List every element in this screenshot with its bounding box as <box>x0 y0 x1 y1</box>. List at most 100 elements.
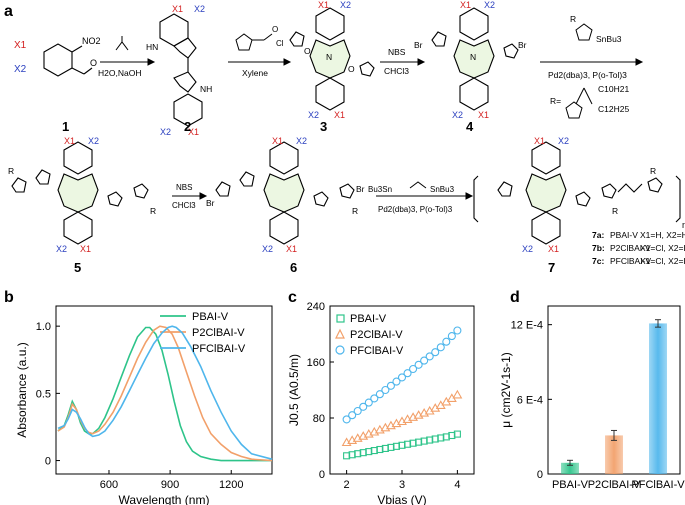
compound-1-structure <box>43 43 93 77</box>
x1-label-c5-top: X1 <box>64 136 75 146</box>
arrow-step-4 <box>540 23 644 119</box>
x1-label-c7-bottom: X1 <box>548 244 559 254</box>
c4-br-right: Br <box>518 40 527 50</box>
chain-c10: C10H21 <box>598 84 629 94</box>
legend-label-pbai-v: PBAI-V <box>192 311 229 323</box>
data-point-pfclbai-v <box>397 373 407 382</box>
r-definition: R= <box>550 96 561 106</box>
panel-label-d: d <box>510 289 520 306</box>
acyl-o: O <box>272 25 278 34</box>
c6-br-left: Br <box>206 198 215 208</box>
legend-7c-id: 7c: <box>592 256 604 266</box>
step1-conditions: H2O,NaOH <box>98 68 141 78</box>
y-tick-label: 6 E-4 <box>517 394 543 406</box>
c4-n-label: N <box>470 52 476 62</box>
x2-label-c4-top: X2 <box>484 0 495 10</box>
c2-hn-label: NH <box>200 84 212 94</box>
x-tick-label: 3 <box>399 479 405 491</box>
arrow-step-6 <box>376 181 474 200</box>
data-point-pfclbai-v <box>375 390 384 399</box>
x2-label-c6-bottom: X2 <box>262 244 273 254</box>
compound-2-structure <box>159 13 203 127</box>
x-tick-label: 900 <box>161 479 179 491</box>
c3-o-right: O <box>348 64 355 74</box>
y-tick-label: 80 <box>313 413 325 425</box>
x-tick-label: 1200 <box>219 479 243 491</box>
aldehyde-o: O <box>90 58 97 68</box>
r-label-reagent: R <box>570 14 576 24</box>
data-point-pfclbai-v <box>386 381 395 390</box>
data-point-p2clbai-v <box>452 389 463 399</box>
x1-label-c1: X1 <box>14 40 27 51</box>
compound-number-5: 5 <box>74 260 81 275</box>
step5-solvent: CHCl3 <box>172 201 196 210</box>
legend-7a-subs: X1=H, X2=H <box>640 230 685 240</box>
x-tick-label: 600 <box>100 479 118 491</box>
chain-c12: C12H25 <box>598 104 629 114</box>
plot-frame <box>55 305 273 475</box>
c5-r-right: R <box>150 206 156 216</box>
data-point-pfclbai-v <box>364 398 373 407</box>
data-point-pfclbai-v <box>381 385 390 395</box>
c7-r-1: R <box>612 206 618 216</box>
bar-pfclbai-v <box>649 323 667 474</box>
arrow-step-3 <box>380 58 426 66</box>
y-tick-label: 0 <box>319 469 325 481</box>
x1-label-c2-bottom: X1 <box>188 127 199 137</box>
x-tick-label: PFClBAI-V <box>631 479 685 491</box>
x1-label-c3-top: X1 <box>318 0 329 10</box>
legend-label-pfclbai-v: PFClBAI-V <box>350 345 404 357</box>
step6-catalyst: Pd2(dba)3, P(o-Tol)3 <box>378 205 453 214</box>
compound-number-6: 6 <box>290 260 297 275</box>
x2-label-c3-bottom: X2 <box>308 110 319 120</box>
compound-number-1: 1 <box>62 119 69 134</box>
step3-reagent: NBS <box>388 47 406 57</box>
scheme-panel: a X1 X2 NO2 O 1 H2O,NaOH X1 X <box>4 0 685 275</box>
data-point-pfclbai-v <box>425 352 434 361</box>
bar-pbai-v <box>561 462 579 474</box>
c3-n-label: N <box>326 52 332 62</box>
x1-label-c4-bottom: X1 <box>478 110 489 120</box>
legend-label-pbai-v: PBAI-V <box>350 313 387 325</box>
x2-label-c3-top: X2 <box>340 0 351 10</box>
y-axis-label: J0.5 (A0.5/m) <box>287 354 301 426</box>
data-point-pbai-v <box>453 430 461 438</box>
y-tick-label: 0 <box>45 456 51 468</box>
legend-7a-id: 7a: <box>592 230 604 240</box>
data-point-pfclbai-v <box>392 377 401 386</box>
acyl-cl: Cl <box>276 39 284 48</box>
legend-marker-pfclbai-v <box>335 345 345 355</box>
data-point-pfclbai-v <box>420 356 429 365</box>
x-tick-label: 2 <box>344 479 350 491</box>
legend-7b-name: P2ClBAI-V <box>610 243 651 253</box>
x2-label-c2-top: X2 <box>194 4 205 14</box>
jv-chart: 2 3 4 0 80 160 240 Vbias (V) J0.5 (A0.5/m) PBAI-V… <box>287 301 475 505</box>
y-tick-label: 0 <box>537 469 543 481</box>
step4-reagent: SnBu3 <box>596 34 622 44</box>
x-tick-label: 4 <box>454 479 460 491</box>
x1-label-c7-top: X1 <box>534 136 545 146</box>
data-point-pfclbai-v <box>409 364 418 374</box>
legend-label-p2clbai-v: P2ClBAI-V <box>350 329 403 341</box>
step6-reagent-2: SnBu3 <box>430 185 455 194</box>
compound-4-structure <box>431 7 519 111</box>
c6-br-right: Br <box>356 184 365 194</box>
data-point-pfclbai-v <box>353 406 362 416</box>
x-axis-label: Vbias (V) <box>377 493 426 505</box>
data-point-pfclbai-v <box>348 411 357 420</box>
legend-7c-name: PFClBAI-V <box>610 256 651 266</box>
bar-p2clbai-v <box>605 435 623 474</box>
compound-number-7: 7 <box>548 260 555 275</box>
data-point-pfclbai-v <box>436 343 445 352</box>
compound-5-structure <box>11 141 149 245</box>
x1-label-c6-top: X1 <box>272 136 283 146</box>
legend-marker-pbai-v <box>336 314 345 323</box>
step3-solvent: CHCl3 <box>384 66 409 76</box>
arrow-step-5 <box>172 192 208 200</box>
no2-label: NO2 <box>82 36 101 46</box>
x2-label-c6-top: X2 <box>296 136 307 146</box>
compound-number-4: 4 <box>466 119 474 134</box>
legend-7b-id: 7b: <box>592 243 605 253</box>
compound-number-2: 2 <box>184 119 191 134</box>
